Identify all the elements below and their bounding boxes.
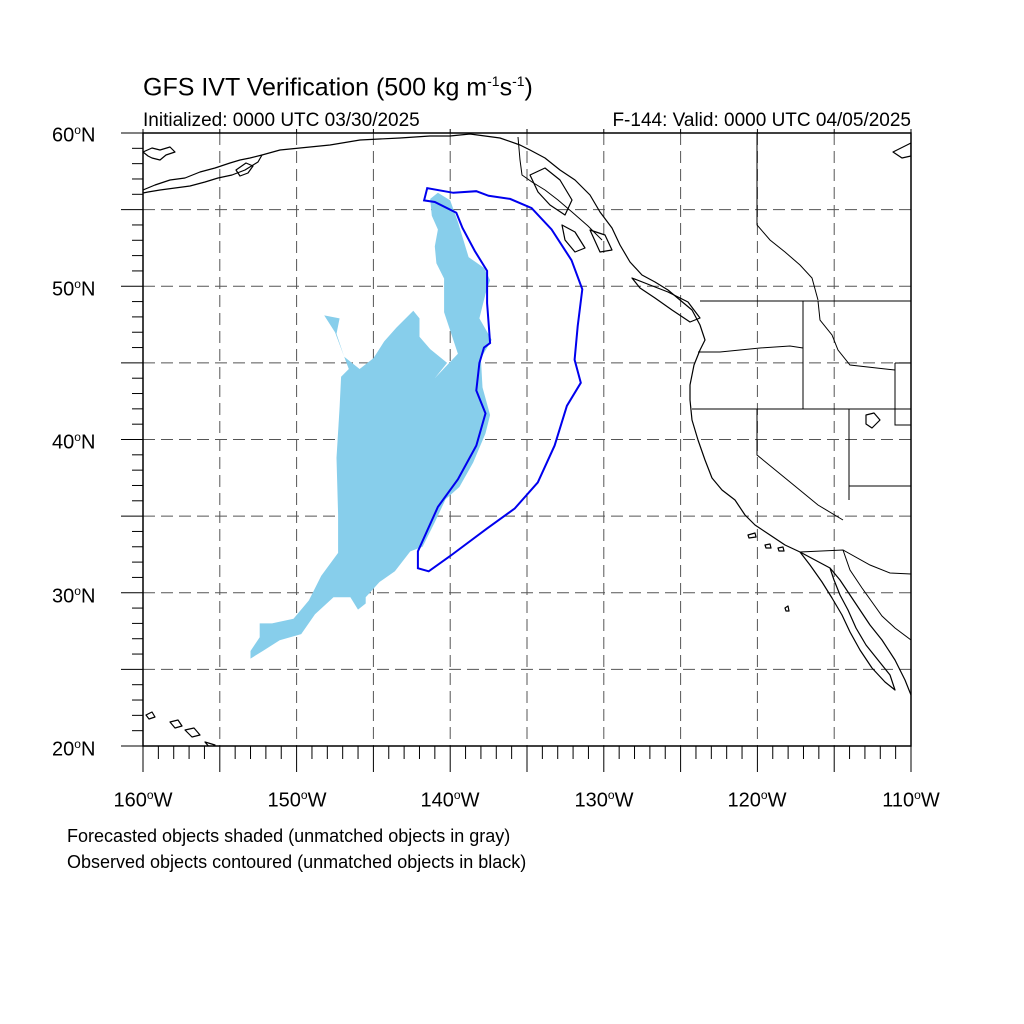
title-suffix: ) bbox=[524, 73, 533, 102]
lat-label-50: 50oN bbox=[52, 277, 96, 301]
alaska-canada-border bbox=[517, 136, 603, 241]
observed-object-contour bbox=[416, 187, 584, 573]
lat-label-30: 30oN bbox=[52, 584, 96, 608]
initialized-time: Initialized: 0000 UTC 03/30/2025 bbox=[143, 110, 420, 131]
alaska-coast bbox=[143, 146, 176, 161]
north-america-east-coast-fragment bbox=[892, 142, 911, 159]
axis-ticks bbox=[121, 129, 912, 772]
title-exponent-1: -1 bbox=[487, 73, 500, 89]
valid-time: F-144: Valid: 0000 UTC 04/05/2025 bbox=[612, 110, 911, 131]
lat-label-20: 20oN bbox=[52, 737, 96, 761]
hawaii-islands bbox=[145, 711, 216, 746]
title-exponent-2: -1 bbox=[512, 73, 525, 89]
us-mexico-border bbox=[799, 549, 911, 575]
political-boundaries bbox=[517, 133, 911, 641]
idaho-border bbox=[802, 300, 896, 409]
chart-title: GFS IVT Verification (500 kg m-1s-1) bbox=[143, 73, 533, 102]
mexico-sonora-coast bbox=[842, 549, 911, 641]
lon-label-150: 150oW bbox=[267, 788, 327, 812]
baja-california-coast bbox=[799, 551, 896, 691]
great-salt-lake bbox=[865, 412, 881, 429]
california-nevada-border bbox=[756, 409, 844, 521]
title-prefix: GFS IVT Verification (500 kg m bbox=[143, 73, 488, 102]
vancouver-island bbox=[631, 277, 701, 323]
bc-alberta-border bbox=[756, 133, 819, 301]
lon-label-110: 110oW bbox=[882, 788, 940, 812]
lat-label-60: 60oN bbox=[52, 123, 96, 147]
lat-label-40: 40oN bbox=[52, 430, 96, 454]
kodiak-island bbox=[235, 162, 254, 177]
title-mid: s bbox=[499, 73, 513, 102]
alaska-peninsula-coast bbox=[143, 154, 263, 194]
map-content bbox=[143, 133, 911, 746]
forecast-legend-note: Forecasted objects shaded (unmatched obj… bbox=[67, 826, 511, 846]
channel-islands bbox=[747, 532, 790, 612]
coastlines bbox=[143, 133, 911, 746]
lon-label-120: 120oW bbox=[727, 788, 787, 812]
gulf-of-alaska-coast bbox=[261, 133, 911, 696]
gridlines bbox=[143, 133, 911, 746]
canada-islands bbox=[529, 167, 613, 253]
lon-label-130: 130oW bbox=[574, 788, 634, 812]
wyoming-border bbox=[894, 362, 911, 426]
forecast-object-shading bbox=[250, 192, 492, 659]
plot-frame bbox=[142, 132, 912, 747]
observed-legend-note: Observed objects contoured (unmatched ob… bbox=[67, 852, 527, 872]
washington-oregon-border bbox=[698, 345, 804, 353]
lon-label-160: 160oW bbox=[113, 788, 173, 812]
lon-label-140: 140oW bbox=[420, 788, 480, 812]
